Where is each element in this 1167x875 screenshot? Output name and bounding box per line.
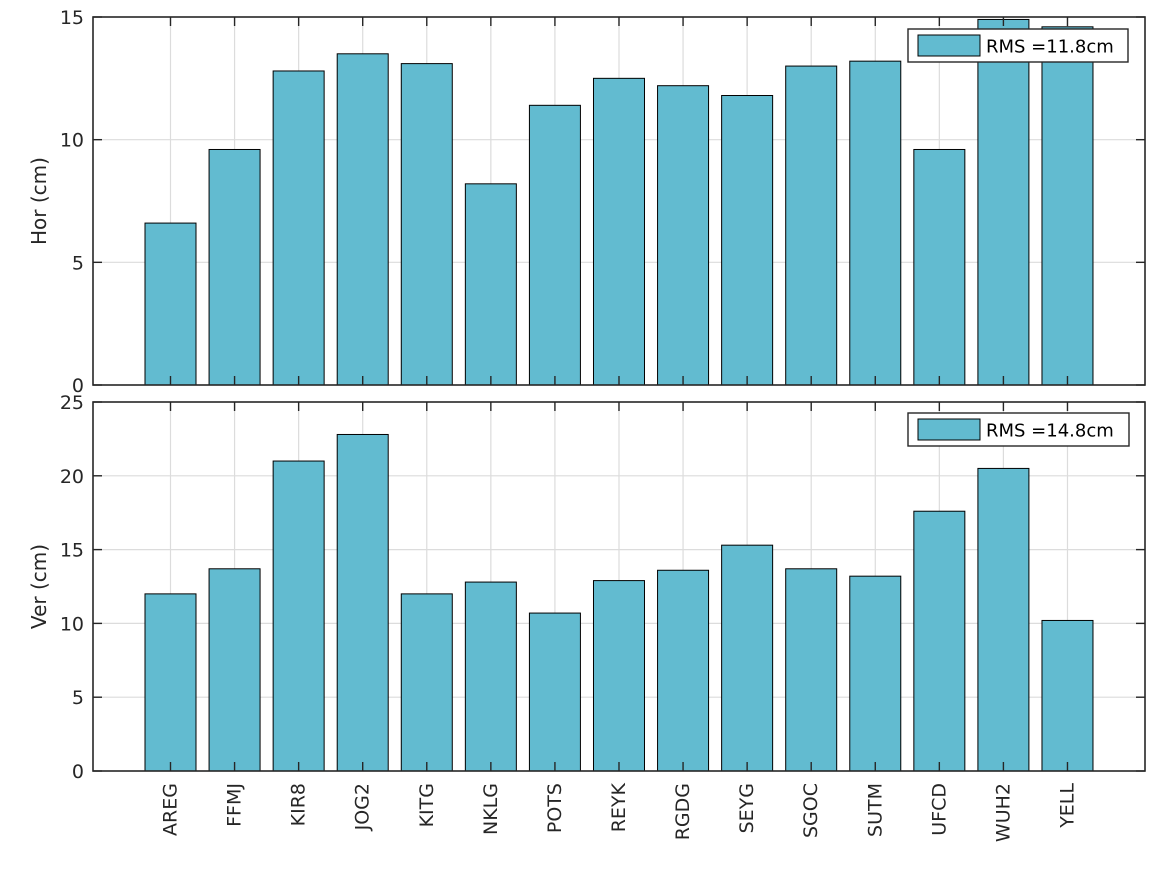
x-tick-label-ffmj: FFMJ	[224, 783, 246, 827]
bar-ufcd	[913, 148, 966, 386]
bar-sutm	[849, 60, 902, 386]
bar-ufcd	[913, 510, 966, 772]
bar-seyg	[721, 95, 774, 386]
y-tick-label: 10	[60, 130, 84, 152]
bar-ffmj	[208, 148, 261, 386]
chart-panel-2: 0 5 10 15 20 25 AREG FFMJ KIR8 JOG2 KITG NKLG POTS RE…	[27, 392, 1146, 842]
bar-yell	[1041, 619, 1094, 772]
bar-rgdg	[657, 85, 710, 386]
bars	[144, 433, 1094, 772]
x-tick-label-jog2: JOG2	[352, 783, 374, 831]
y-ticks: 0 5 10 15	[60, 7, 1145, 397]
y-tick-label: 10	[60, 613, 84, 635]
bar-jog2	[336, 433, 389, 772]
y-tick-label: 0	[72, 761, 84, 783]
y-axis-label: Ver (cm)	[27, 544, 51, 629]
y-tick-label: 15	[60, 540, 84, 562]
bar-sutm	[849, 575, 902, 772]
x-tick-labels: AREG FFMJ KIR8 JOG2 KITG NKLG POTS REYK RGDG SEYG…	[160, 782, 1079, 842]
legend-label: RMS =14.8cm	[986, 421, 1114, 442]
x-ticks	[169, 17, 1069, 385]
x-tick-label-seyg: SEYG	[736, 783, 758, 833]
bar-jog2	[336, 53, 389, 386]
bar-seyg	[721, 544, 774, 772]
y-tick-label: 15	[60, 7, 84, 29]
x-tick-label-yell: YELL	[1056, 783, 1078, 829]
x-tick-label-areg: AREG	[160, 783, 182, 836]
bar-ffmj	[208, 568, 261, 772]
legend: RMS =14.8cm	[907, 412, 1130, 447]
bar-pots	[528, 104, 581, 386]
x-tick-label-nklg: NKLG	[480, 783, 502, 835]
y-tick-label: 20	[60, 466, 84, 488]
bar-nklg	[464, 581, 517, 772]
bar-wuh2	[977, 467, 1030, 772]
x-tick-label-sutm: SUTM	[864, 783, 886, 837]
x-tick-label-pots: POTS	[544, 783, 566, 833]
legend-swatch	[917, 418, 981, 441]
legend: RMS =11.8cm	[907, 28, 1129, 63]
x-tick-label-ufcd: UFCD	[928, 783, 950, 836]
bar-kir8	[272, 70, 325, 386]
bars	[144, 18, 1094, 386]
x-tick-label-reyk: REYK	[608, 782, 630, 832]
bar-sgoc	[785, 65, 838, 386]
y-ticks: 0 5 10 15 20 25	[60, 392, 1145, 783]
bar-reyk	[592, 580, 645, 772]
bar-kir8	[272, 460, 325, 772]
y-axis-label: Hor (cm)	[27, 157, 51, 245]
x-tick-label-kir8: KIR8	[288, 783, 310, 826]
y-tick-label: 5	[72, 687, 84, 709]
bar-pots	[528, 612, 581, 772]
bar-areg	[144, 593, 197, 772]
y-tick-label: 0	[72, 375, 84, 397]
bar-reyk	[592, 77, 645, 386]
bar-kitg	[400, 63, 453, 386]
y-tick-label: 25	[60, 392, 84, 414]
x-ticks	[169, 402, 1069, 771]
x-tick-label-rgdg: RGDG	[672, 783, 694, 840]
x-tick-label-sgoc: SGOC	[800, 783, 822, 838]
bar-kitg	[400, 593, 453, 772]
y-tick-label: 5	[72, 252, 84, 274]
x-tick-label-kitg: KITG	[416, 783, 438, 827]
bar-rgdg	[657, 569, 710, 772]
bar-areg	[144, 222, 197, 386]
chart-panel-1: 0 5 10 15 Hor (cm) RMS =11.8cm	[27, 7, 1146, 397]
x-tick-label-wuh2: WUH2	[992, 783, 1014, 842]
bar-sgoc	[785, 568, 838, 772]
bar-wuh2	[977, 18, 1030, 386]
bar-yell	[1041, 26, 1094, 386]
legend-label: RMS =11.8cm	[986, 37, 1114, 58]
legend-swatch	[917, 34, 981, 57]
bar-nklg	[464, 183, 517, 386]
